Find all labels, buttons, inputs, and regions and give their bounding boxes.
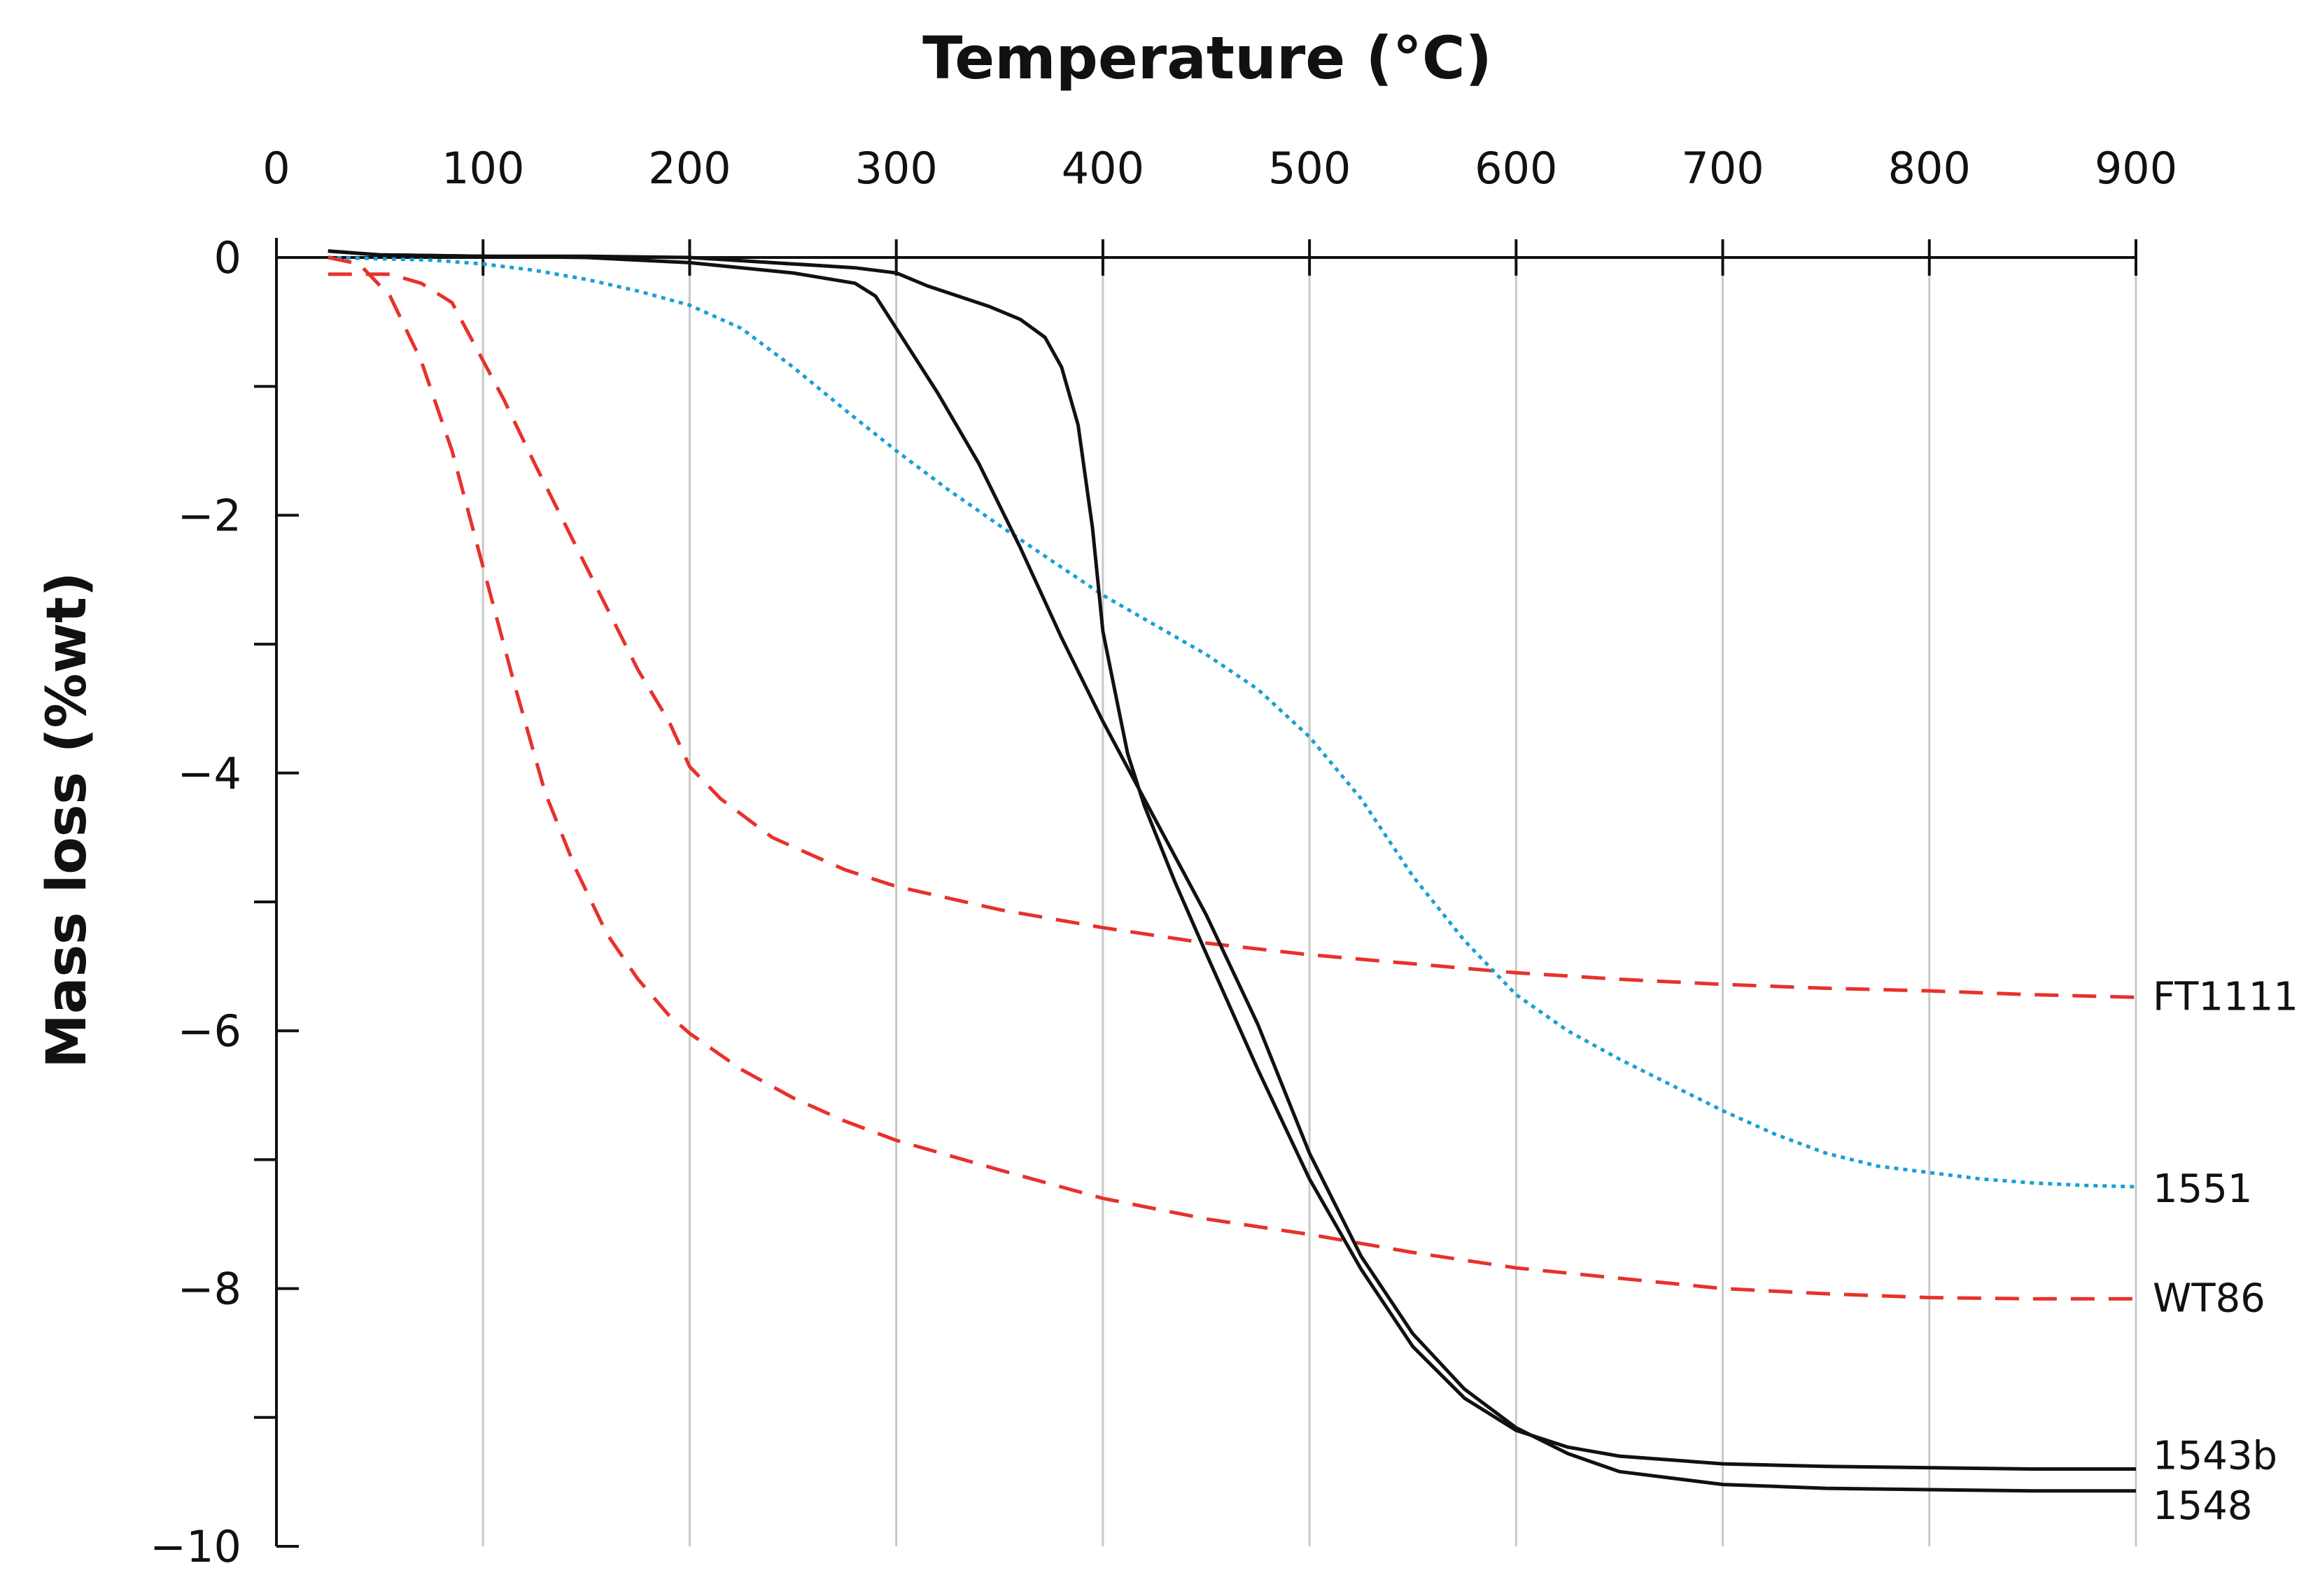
series-label-1548: 1548 bbox=[2153, 1483, 2253, 1529]
series-lines bbox=[328, 249, 2137, 1493]
series-label-wt86: WT86 bbox=[2153, 1276, 2265, 1321]
y-axis-label: Mass loss (%wt) bbox=[36, 572, 99, 1068]
x-tick-label-600: 600 bbox=[1475, 143, 1557, 194]
y-tick-label-4: −8 bbox=[178, 1264, 241, 1315]
y-tick-labels: 0 −2 −4 −6 −8 −10 bbox=[150, 232, 241, 1572]
x-tick-label-900: 900 bbox=[2095, 143, 2177, 194]
series-labels: FT1111 1551 WT86 1543b 1548 bbox=[2153, 974, 2298, 1528]
x-tick-label-200: 200 bbox=[648, 143, 731, 194]
y-tick-label-1: −2 bbox=[178, 490, 241, 541]
x-tick-label-300: 300 bbox=[855, 143, 937, 194]
series-line-1543b bbox=[328, 249, 2136, 1471]
x-tick-label-700: 700 bbox=[1681, 143, 1764, 194]
x-tick-label-100: 100 bbox=[442, 143, 524, 194]
series-line-ft1111 bbox=[328, 272, 2137, 999]
x-tick-label-400: 400 bbox=[1062, 143, 1144, 194]
x-tick-label-800: 800 bbox=[1888, 143, 1971, 194]
x-tick-label-500: 500 bbox=[1268, 143, 1351, 194]
series-label-1551: 1551 bbox=[2153, 1166, 2253, 1212]
y-tick-label-2: −4 bbox=[178, 748, 241, 799]
y-tick-label-5: −10 bbox=[150, 1521, 241, 1572]
series-line-wt86 bbox=[328, 255, 2136, 1301]
series-line-1551 bbox=[328, 255, 2137, 1189]
y-tick-label-3: −6 bbox=[178, 1005, 241, 1057]
grid-lines bbox=[481, 257, 2137, 1546]
series-line-1548 bbox=[328, 249, 2136, 1493]
series-label-ft1111: FT1111 bbox=[2153, 974, 2298, 1019]
y-tick-label-0: 0 bbox=[214, 232, 241, 283]
chart-title: Temperature (°C) bbox=[922, 24, 1492, 92]
x-tick-labels: 0 100 200 300 400 500 600 700 800 900 bbox=[262, 143, 2177, 194]
x-tick-label-0: 0 bbox=[262, 143, 290, 194]
series-label-1543b: 1543b bbox=[2153, 1433, 2277, 1478]
